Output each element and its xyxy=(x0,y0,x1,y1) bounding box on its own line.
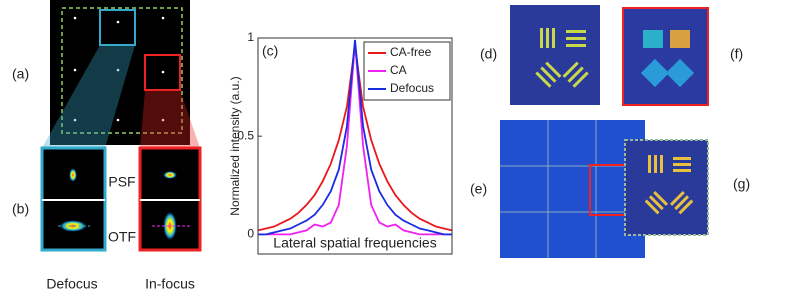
zoom-cone xyxy=(140,90,200,148)
y-tick-label: 1 xyxy=(247,30,254,44)
psf-spot xyxy=(163,171,177,179)
panel-label: (f) xyxy=(730,46,743,62)
panel-label: (g) xyxy=(733,176,750,192)
column-label: Defocus xyxy=(46,276,97,292)
row-label: OTF xyxy=(108,229,136,245)
image-d xyxy=(510,5,600,105)
image-g xyxy=(625,140,708,235)
legend-label: CA-free xyxy=(390,45,432,59)
y-tick-label: 0 xyxy=(247,227,254,241)
blur-block xyxy=(670,30,690,48)
legend-label: CA xyxy=(390,63,407,77)
panel-label: (a) xyxy=(12,66,29,82)
x-axis-label: Lateral spatial frequencies xyxy=(273,235,436,251)
panel-label: (b) xyxy=(12,201,29,217)
psf-spot xyxy=(69,168,77,182)
panel-label: (e) xyxy=(470,181,487,197)
y-axis-label: Normalized intensity (a.u.) xyxy=(228,76,242,215)
figure: (a) (b) PSF OTF Defocus In-focus (c) 00.… xyxy=(0,0,791,297)
image-e xyxy=(500,120,645,258)
image-f xyxy=(623,8,708,105)
blur-block xyxy=(643,30,663,48)
legend-label: Defocus xyxy=(390,81,434,95)
row-label: PSF xyxy=(108,174,135,190)
panel-label: (c) xyxy=(262,43,278,59)
column-label: In-focus xyxy=(145,276,195,292)
panel-label: (d) xyxy=(480,46,497,62)
